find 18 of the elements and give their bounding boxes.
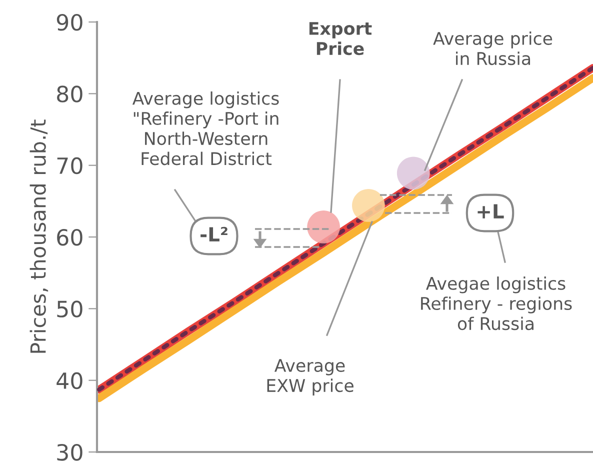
y-axis-title: Prices, thousand rub./t xyxy=(30,120,48,353)
point xyxy=(307,210,340,244)
y-tick-label: 70 xyxy=(57,157,82,174)
point xyxy=(396,156,430,190)
y-tick-label: 50 xyxy=(57,300,82,318)
y-tick-label: 90 xyxy=(56,14,82,31)
point xyxy=(352,189,385,222)
y-tick-label: 60 xyxy=(57,228,82,246)
annotation: +L xyxy=(478,204,504,218)
annotation: Average logistics "Refinery -Port in North-Western Federal District xyxy=(132,91,279,166)
annotation: Export Price xyxy=(309,22,372,56)
annotation: Avegae logistics Refinery - regions of Russia xyxy=(421,276,572,330)
y-tick-label: 30 xyxy=(57,444,82,461)
annotation: Average EXW price xyxy=(267,359,354,396)
annotation: Average price in Russia xyxy=(433,32,552,66)
y-tick-label: 40 xyxy=(56,372,82,390)
annotation: -L² xyxy=(200,226,228,242)
y-tick-label: 80 xyxy=(57,86,82,102)
